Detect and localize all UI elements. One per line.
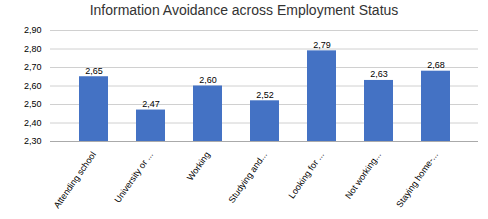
svg-text:2,60: 2,60 — [199, 75, 217, 85]
svg-text:2,68: 2,68 — [427, 60, 445, 70]
svg-text:Working: Working — [185, 150, 212, 183]
svg-text:2,90: 2,90 — [24, 25, 42, 35]
svg-text:Studying and...: Studying and... — [226, 150, 269, 205]
svg-text:2,30: 2,30 — [24, 136, 42, 146]
svg-text:2,40: 2,40 — [24, 118, 42, 128]
svg-text:Attending school: Attending school — [52, 150, 98, 210]
svg-text:Not working...: Not working... — [343, 150, 383, 201]
svg-text:Looking for ...: Looking for ... — [287, 150, 326, 200]
svg-text:2,79: 2,79 — [313, 40, 331, 50]
svg-text:2,70: 2,70 — [24, 62, 42, 72]
svg-text:Staying home-...: Staying home-... — [394, 150, 440, 209]
svg-text:2,63: 2,63 — [370, 69, 388, 79]
svg-text:2,47: 2,47 — [142, 99, 160, 109]
svg-text:2,80: 2,80 — [24, 44, 42, 54]
svg-text:2,60: 2,60 — [24, 81, 42, 91]
svg-text:2,50: 2,50 — [24, 99, 42, 109]
html-text:Information Avoidance across E: Information Avoidance across Employment … — [89, 2, 399, 18]
svg-text:2,52: 2,52 — [256, 90, 274, 100]
svg-text:University or ...: University or ... — [112, 150, 155, 205]
svg-text:2,65: 2,65 — [85, 66, 103, 76]
